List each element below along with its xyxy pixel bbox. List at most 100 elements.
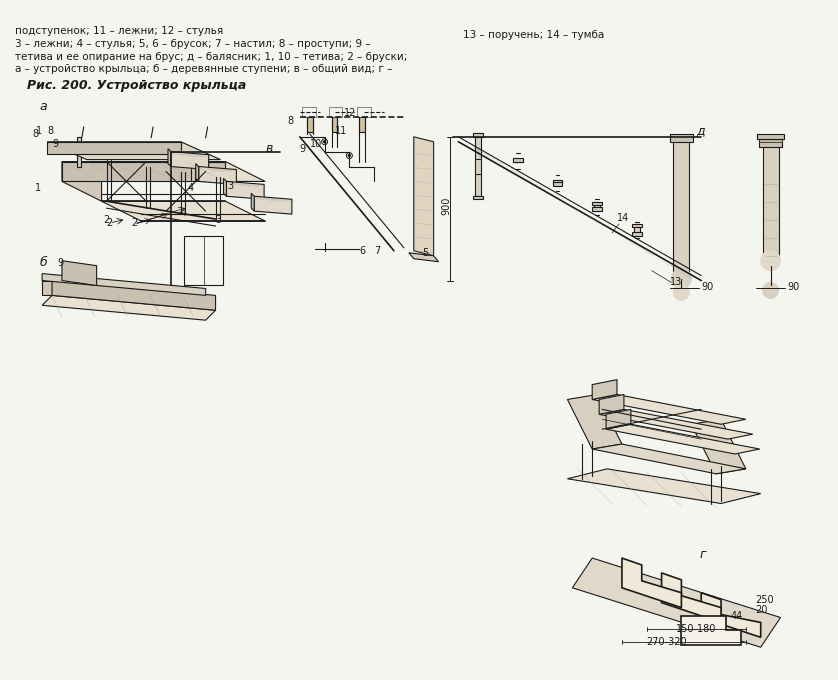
Polygon shape <box>47 141 220 160</box>
Bar <box>513 158 523 162</box>
Text: а: а <box>39 100 47 113</box>
Polygon shape <box>62 162 265 182</box>
Text: подступенок; 11 – лежни; 12 – стулья: подступенок; 11 – лежни; 12 – стулья <box>15 26 224 36</box>
Text: а – устройство крыльца; б – деревянные ступени; в – общий вид; г –: а – устройство крыльца; б – деревянные с… <box>15 65 393 74</box>
Text: 900: 900 <box>442 197 452 216</box>
Polygon shape <box>599 394 624 414</box>
Polygon shape <box>572 558 780 647</box>
Text: 4: 4 <box>181 208 187 218</box>
Text: 5: 5 <box>422 248 428 258</box>
Bar <box>552 180 562 184</box>
Text: 270-320: 270-320 <box>646 637 687 647</box>
Polygon shape <box>42 281 52 295</box>
Circle shape <box>761 251 780 271</box>
Text: 7: 7 <box>374 245 380 256</box>
Polygon shape <box>567 469 761 503</box>
Text: 8: 8 <box>32 129 39 139</box>
Polygon shape <box>592 444 746 474</box>
Bar <box>757 134 784 139</box>
Circle shape <box>349 154 350 156</box>
Polygon shape <box>606 424 760 454</box>
Bar <box>670 134 693 141</box>
Polygon shape <box>62 260 96 286</box>
Text: 11: 11 <box>334 126 347 136</box>
Bar <box>632 224 642 227</box>
Bar <box>632 232 642 236</box>
Circle shape <box>323 141 326 143</box>
Text: 1: 1 <box>35 184 41 193</box>
Text: 3 – лежни; 4 – стулья; 5, 6 – брусок; 7 – настил; 8 – проступи; 9 –: 3 – лежни; 4 – стулья; 5, 6 – брусок; 7 … <box>15 39 371 49</box>
Polygon shape <box>414 137 433 256</box>
Polygon shape <box>226 182 264 199</box>
Polygon shape <box>515 158 521 162</box>
Bar <box>328 107 343 117</box>
Polygon shape <box>47 141 181 154</box>
Bar <box>184 236 224 286</box>
Polygon shape <box>475 137 481 197</box>
Polygon shape <box>224 178 226 197</box>
Text: 13: 13 <box>670 277 682 288</box>
Polygon shape <box>592 379 617 399</box>
Text: 14: 14 <box>617 213 629 223</box>
Bar <box>592 207 603 211</box>
Text: 90: 90 <box>701 282 713 292</box>
Polygon shape <box>599 409 753 439</box>
Bar <box>592 202 603 205</box>
Bar <box>191 152 194 182</box>
Bar <box>357 107 371 117</box>
Text: 8: 8 <box>47 126 53 136</box>
Text: 20: 20 <box>756 605 768 615</box>
Polygon shape <box>42 295 215 320</box>
Text: 10: 10 <box>310 139 322 149</box>
Text: д: д <box>696 124 705 137</box>
Text: 9: 9 <box>52 139 58 149</box>
Polygon shape <box>592 394 746 424</box>
Polygon shape <box>101 201 265 221</box>
Bar <box>473 133 484 137</box>
Polygon shape <box>52 281 215 310</box>
Polygon shape <box>691 420 746 474</box>
Text: в: в <box>265 141 272 154</box>
Polygon shape <box>555 180 561 186</box>
Polygon shape <box>681 615 741 645</box>
Bar <box>763 141 779 260</box>
Text: 3: 3 <box>227 182 234 191</box>
Text: 150-180: 150-180 <box>676 624 716 634</box>
Text: 9: 9 <box>300 143 306 154</box>
Bar <box>758 139 783 141</box>
Text: тетива и ее опирание на брус; д – балясник; 1, 10 – тетива; 2 – бруски;: тетива и ее опирание на брус; д – балясн… <box>15 52 408 61</box>
Text: 13 – поручень; 14 – тумба: 13 – поручень; 14 – тумба <box>463 30 604 39</box>
Bar <box>674 137 690 281</box>
Polygon shape <box>622 558 681 608</box>
Text: г: г <box>699 548 706 561</box>
Polygon shape <box>251 193 254 211</box>
Text: 3: 3 <box>215 215 222 225</box>
Polygon shape <box>606 409 631 429</box>
Text: 1: 1 <box>36 126 42 136</box>
Circle shape <box>674 284 690 301</box>
Polygon shape <box>171 152 209 169</box>
Polygon shape <box>62 162 101 201</box>
Bar <box>552 182 562 186</box>
Text: 2: 2 <box>132 218 137 228</box>
Bar <box>332 117 338 132</box>
Text: 2: 2 <box>106 218 113 228</box>
Text: 44: 44 <box>731 611 743 622</box>
Bar <box>360 117 365 132</box>
Polygon shape <box>196 164 199 182</box>
Bar <box>77 137 80 167</box>
Polygon shape <box>594 202 600 211</box>
Polygon shape <box>254 197 292 214</box>
Text: б: б <box>39 256 47 269</box>
Bar <box>473 197 484 199</box>
Circle shape <box>671 269 691 288</box>
Circle shape <box>763 282 779 299</box>
Text: 8: 8 <box>287 116 293 126</box>
Polygon shape <box>634 224 639 236</box>
Text: 250: 250 <box>756 594 774 605</box>
Text: 2: 2 <box>103 215 110 225</box>
Text: 4: 4 <box>188 184 194 193</box>
Text: Рис. 200. Устройство крыльца: Рис. 200. Устройство крыльца <box>27 80 246 92</box>
Text: 9: 9 <box>57 258 63 268</box>
Polygon shape <box>199 167 236 184</box>
